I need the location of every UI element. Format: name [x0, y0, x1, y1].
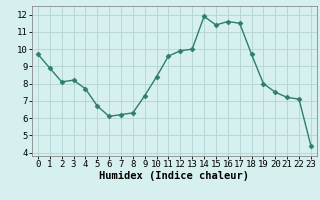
X-axis label: Humidex (Indice chaleur): Humidex (Indice chaleur) [100, 171, 249, 181]
